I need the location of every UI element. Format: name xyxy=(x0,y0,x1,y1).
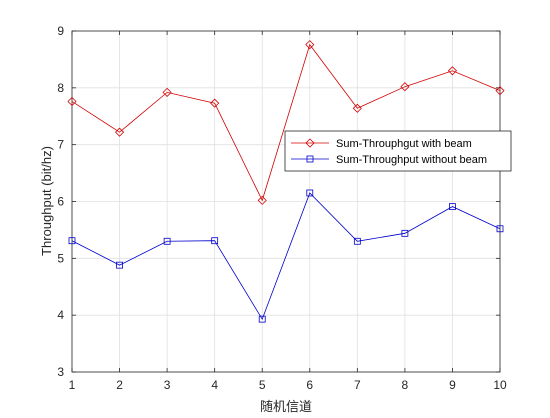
y-tick-label: 7 xyxy=(57,138,64,152)
series-line xyxy=(71,192,501,321)
data-point-diamond xyxy=(495,86,505,96)
data-point-square xyxy=(116,261,123,269)
data-point-square xyxy=(449,203,456,211)
data-point-diamond xyxy=(162,87,172,97)
data-point-diamond xyxy=(305,40,315,50)
x-tick-label: 9 xyxy=(449,378,456,392)
data-point-diamond xyxy=(257,195,267,205)
y-tick-labels: 3 4 5 6 7 8 9 xyxy=(57,24,64,379)
series-layer xyxy=(67,40,505,323)
data-point-diamond xyxy=(114,127,125,137)
x-tick-label: 2 xyxy=(116,378,123,392)
data-point-square xyxy=(353,237,361,245)
legend-label-with-beam: Sum-Throuphgut with beam xyxy=(336,138,472,150)
y-tick-label: 9 xyxy=(57,24,64,38)
legend: Sum-Throuphgut with beam Sum-Throughput … xyxy=(284,130,512,172)
series-line xyxy=(71,43,501,202)
legend-marker-square xyxy=(306,155,314,163)
x-tick-label: 5 xyxy=(259,378,266,392)
x-tick-label: 4 xyxy=(211,378,218,392)
data-point-diamond xyxy=(447,66,458,76)
legend-label-without-beam: Sum-Throughput without beam xyxy=(336,154,487,166)
data-point-diamond xyxy=(67,96,77,107)
y-tick-label: 8 xyxy=(57,81,64,95)
y-tick-label: 3 xyxy=(57,365,64,379)
x-tick-label: 3 xyxy=(164,378,171,392)
data-point-diamond xyxy=(400,82,410,92)
x-tick-label: 1 xyxy=(69,378,76,392)
x-tick-label: 8 xyxy=(402,378,409,392)
data-point-square xyxy=(211,237,219,245)
legend-marker-diamond xyxy=(305,138,315,148)
x-axis-label: 随机信道 xyxy=(260,399,312,414)
x-tick-label: 6 xyxy=(306,378,313,392)
data-point-square xyxy=(163,237,171,245)
y-tick-label: 4 xyxy=(57,308,64,322)
data-point-square xyxy=(401,229,409,237)
x-tick-label: 10 xyxy=(493,378,507,392)
series-2 xyxy=(68,189,504,323)
x-tick-labels: 1 2 3 4 5 6 7 8 9 10 xyxy=(69,378,507,392)
legend-box xyxy=(284,130,512,172)
data-point-diamond xyxy=(210,98,220,108)
data-point-square xyxy=(258,315,266,323)
data-point-square xyxy=(68,237,76,245)
data-point-square xyxy=(306,189,314,197)
data-point-diamond xyxy=(352,103,362,113)
y-tick-label: 6 xyxy=(57,195,64,209)
y-axis-label: Throughput (bit/hz) xyxy=(39,146,54,256)
x-tick-label: 7 xyxy=(354,378,361,392)
data-point-square xyxy=(496,225,504,233)
series-1 xyxy=(67,40,505,205)
y-tick-label: 5 xyxy=(57,251,64,265)
